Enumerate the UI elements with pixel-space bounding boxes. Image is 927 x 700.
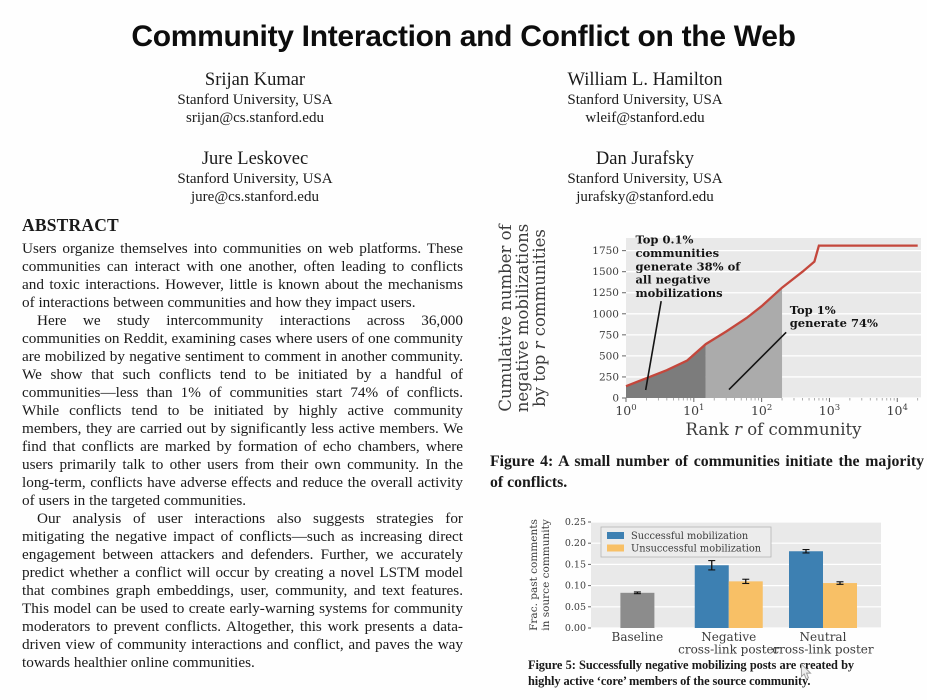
svg-text:in source community: in source community bbox=[540, 519, 552, 631]
figure4-caption: Figure 4: A small number of communities … bbox=[490, 453, 924, 491]
svg-text:1000: 1000 bbox=[592, 308, 619, 320]
svg-text:Frac. past comments: Frac. past comments bbox=[528, 519, 540, 631]
svg-text:102: 102 bbox=[751, 403, 772, 418]
figure5-chart: 0.00 0.05 0.10 0.15 0.20 0.25 Baseline Negative… bbox=[525, 516, 893, 657]
svg-text:Top 0.1%: Top 0.1% bbox=[635, 232, 693, 246]
abstract-paragraph: Our analysis of user interactions also s… bbox=[22, 510, 463, 671]
abstract-paragraph: Here we study intercommunity interaction… bbox=[22, 312, 463, 509]
svg-text:generate 74%: generate 74% bbox=[790, 316, 878, 330]
svg-text:Top 1%: Top 1% bbox=[790, 303, 836, 317]
author-name: Dan Jurafsky bbox=[595, 149, 695, 170]
author-affiliation: Stanford University, USA bbox=[567, 91, 723, 108]
svg-text:0.10: 0.10 bbox=[565, 581, 586, 592]
author-email: jure@cs.stanford.edu bbox=[191, 188, 319, 205]
svg-text:generate 38% of: generate 38% of bbox=[635, 259, 741, 273]
author-block: Srijan Kumar Stanford University, USA sr… bbox=[60, 70, 450, 127]
svg-text:Rank r of community: Rank r of community bbox=[686, 420, 863, 439]
svg-text:Unsuccessful mobilization: Unsuccessful mobilization bbox=[631, 544, 762, 555]
abstract-body: Users organize themselves into communiti… bbox=[22, 240, 463, 672]
svg-text:500: 500 bbox=[599, 350, 619, 362]
svg-text:all negative: all negative bbox=[635, 273, 710, 287]
svg-text:Successful mobilization: Successful mobilization bbox=[631, 531, 749, 542]
svg-text:communities: communities bbox=[635, 246, 719, 260]
svg-text:cross-link poster: cross-link poster bbox=[678, 643, 780, 657]
svg-text:Cumulative number of: Cumulative number of bbox=[497, 222, 515, 411]
author-name: Jure Leskovec bbox=[201, 149, 309, 170]
svg-text:250: 250 bbox=[599, 371, 619, 383]
author-affiliation: Stanford University, USA bbox=[177, 91, 333, 108]
figure4-chart: 0 250 500 750 1000 1250 1500 1750 100 101 102 103 10… bbox=[496, 222, 925, 444]
svg-text:Negative: Negative bbox=[701, 630, 756, 644]
svg-text:Baseline: Baseline bbox=[612, 630, 664, 644]
svg-text:0.00: 0.00 bbox=[565, 623, 586, 634]
svg-text:0.20: 0.20 bbox=[565, 538, 586, 549]
author-name: Srijan Kumar bbox=[204, 70, 306, 90]
author-block: Jure Leskovec Stanford University, USA j… bbox=[60, 149, 450, 206]
abstract-paragraph: Users organize themselves into communiti… bbox=[22, 240, 463, 311]
svg-text:Neutral: Neutral bbox=[800, 630, 847, 644]
author-name: William L. Hamilton bbox=[567, 70, 723, 90]
svg-text:100: 100 bbox=[615, 403, 636, 418]
author-affiliation: Stanford University, USA bbox=[567, 171, 723, 188]
svg-text:0.25: 0.25 bbox=[565, 517, 586, 528]
svg-text:0.05: 0.05 bbox=[565, 602, 586, 613]
svg-text:0.15: 0.15 bbox=[565, 559, 586, 570]
abstract-heading: ABSTRACT bbox=[22, 215, 119, 235]
svg-text:cross-link poster: cross-link poster bbox=[772, 643, 874, 657]
svg-text:by top r communities: by top r communities bbox=[530, 229, 549, 407]
author-block: William L. Hamilton Stanford University,… bbox=[450, 70, 840, 127]
svg-text:1250: 1250 bbox=[592, 287, 619, 299]
author-affiliation: Stanford University, USA bbox=[177, 171, 333, 188]
svg-text:104: 104 bbox=[887, 403, 908, 418]
svg-text:101: 101 bbox=[683, 403, 704, 418]
svg-text:mobilizations: mobilizations bbox=[635, 286, 722, 300]
svg-text:750: 750 bbox=[599, 329, 619, 341]
svg-text:negative mobilizations: negative mobilizations bbox=[513, 224, 532, 412]
mouse-cursor-icon bbox=[800, 664, 812, 680]
svg-text:1750: 1750 bbox=[592, 245, 619, 257]
author-email: wleif@stanford.edu bbox=[585, 109, 705, 126]
author-block: Dan Jurafsky Stanford University, USA ju… bbox=[450, 149, 840, 206]
author-email: srijan@cs.stanford.edu bbox=[186, 109, 324, 126]
figure5-caption: Figure 5: Successfully negative mobilizi… bbox=[528, 658, 854, 688]
paper-title: Community Interaction and Conflict on th… bbox=[131, 20, 796, 53]
svg-text:0: 0 bbox=[612, 393, 619, 405]
authors-grid: Srijan Kumar Stanford University, USA sr… bbox=[60, 70, 840, 206]
author-email: jurafsky@stanford.edu bbox=[576, 188, 714, 205]
svg-text:103: 103 bbox=[819, 403, 840, 418]
svg-text:1500: 1500 bbox=[592, 266, 619, 278]
